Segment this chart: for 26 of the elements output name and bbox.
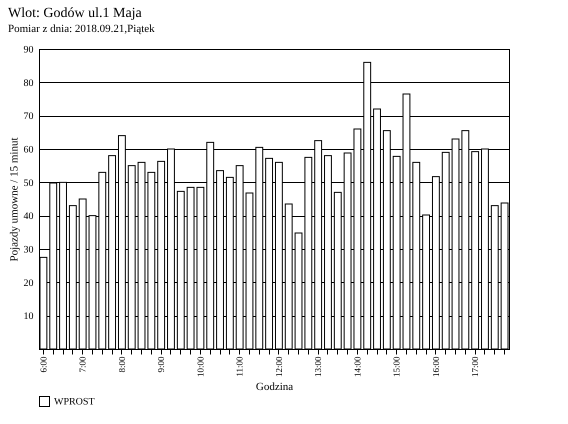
x-tick-label: 13:00 <box>313 356 324 378</box>
y-tick-label: 60 <box>24 144 34 156</box>
y-tick-label: 50 <box>24 178 34 189</box>
y-tick-label: 40 <box>24 211 34 222</box>
y-tick-label: 90 <box>24 44 34 56</box>
x-tick-label: 16:00 <box>430 356 441 378</box>
chart-subtitle: Pomiar z dnia: 2018.09.21,Piątek <box>8 23 156 35</box>
x-tick-label: 7:00 <box>78 356 88 373</box>
x-tick-label: 9:00 <box>156 356 166 373</box>
y-tick-label: 30 <box>24 244 34 256</box>
x-tick-label: 17:00 <box>470 356 480 378</box>
x-tick-label: 6:00 <box>38 356 48 373</box>
y-tick-label: 10 <box>24 311 34 322</box>
x-tick-label: 11:00 <box>234 356 245 377</box>
x-tick-label: 15:00 <box>392 356 402 378</box>
y-tick-label: 20 <box>24 278 34 289</box>
x-axis-title: Godzina <box>256 381 294 393</box>
y-tick-label: 80 <box>24 78 34 89</box>
legend-label: WPROST <box>54 396 95 408</box>
x-tick-label: 14:00 <box>352 356 362 378</box>
x-tick-label: 12:00 <box>274 356 284 378</box>
y-tick-label: 70 <box>24 111 34 122</box>
x-tick-label: 10:00 <box>195 356 206 378</box>
chart-title: Wlot: Godów ul.1 Maja <box>8 6 143 21</box>
x-tick-label: 8:00 <box>116 356 127 373</box>
y-axis-title: Pojazdy umowne / 15 minut <box>8 137 20 262</box>
